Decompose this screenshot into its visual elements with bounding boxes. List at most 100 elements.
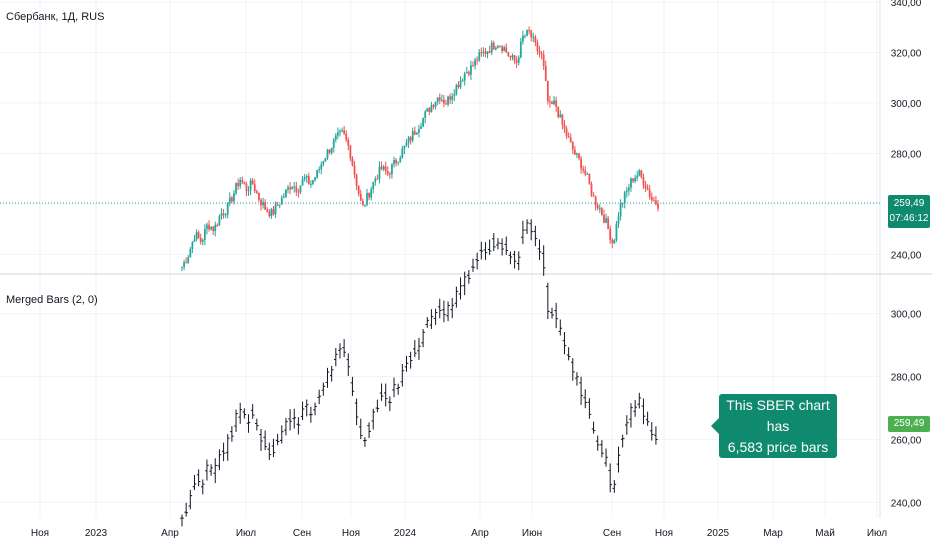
bottom-price-axis[interactable]: 300,00 280,00 260,00 240,00 (891, 310, 922, 510)
candle-body (501, 46, 504, 51)
candle-body (245, 183, 248, 191)
candle-body (183, 262, 185, 268)
candle-body (470, 65, 472, 75)
candle-body (600, 208, 603, 215)
candle-body (299, 185, 302, 193)
candle-body (415, 132, 418, 135)
candle-body (615, 223, 618, 240)
candle-body (459, 80, 462, 88)
candle-body (542, 54, 545, 67)
candle-body (351, 158, 354, 166)
candle-body (588, 173, 591, 184)
candle-body (465, 72, 468, 74)
bottom-pane-title: Merged Bars (2, 0) (6, 294, 98, 306)
candle-body (551, 102, 553, 104)
candle-body (191, 241, 194, 250)
bar-countdown: 07:46:12 (889, 213, 929, 224)
candle-body (571, 141, 574, 150)
candle-body (312, 180, 314, 184)
candle-body (384, 166, 387, 172)
candle-body (332, 139, 335, 148)
candle-body (648, 189, 651, 197)
candle-body (193, 239, 196, 242)
candle-body (197, 232, 200, 238)
candle-body (432, 105, 435, 107)
candle-body (233, 193, 235, 202)
candle-body (443, 99, 445, 104)
candle-body (330, 147, 333, 153)
candle-body (378, 166, 381, 179)
candle-body (255, 191, 258, 193)
candle-body (297, 191, 300, 193)
x-tick-label: Июл (867, 528, 887, 539)
candle-body (274, 204, 277, 215)
candle-body (596, 205, 599, 209)
candle-body (266, 209, 269, 212)
candle-body (453, 94, 456, 97)
candle-body (603, 214, 605, 223)
callout-line-2: 6,583 price bars (727, 438, 829, 455)
top-candles (181, 26, 659, 272)
candle-body (401, 148, 404, 158)
bottom-y-tick-label: 260,00 (891, 435, 922, 446)
candle-body (534, 36, 537, 43)
x-tick-label: 2024 (394, 528, 417, 539)
candle-body (314, 177, 316, 181)
candle-body (605, 218, 607, 223)
candle-body (339, 131, 341, 133)
candle-body (293, 186, 296, 188)
candle-body (386, 171, 389, 174)
candle-body (336, 132, 339, 136)
candle-body (241, 179, 244, 182)
candle-body (307, 176, 310, 184)
candle-body (490, 42, 493, 53)
candle-body (472, 65, 474, 67)
candle-body (497, 46, 499, 48)
candle-body (322, 161, 325, 165)
candle-body (364, 204, 366, 206)
candle-body (613, 239, 616, 244)
candle-body (422, 117, 425, 127)
candle-body (580, 158, 582, 169)
candle-body (513, 55, 516, 61)
candle-body (260, 199, 262, 206)
candle-body (478, 52, 481, 61)
candle-body (210, 226, 213, 230)
time-axis[interactable]: Ноя 2023 Апр Июл Сен Ноя 2024 Апр Июн Сен Ноя 2025 М… (31, 528, 887, 539)
candle-body (359, 193, 362, 201)
candle-body (226, 202, 229, 215)
candle-body (557, 106, 560, 118)
candle-body (374, 178, 377, 182)
candle-body (228, 197, 231, 203)
candle-body (638, 170, 641, 176)
candle-body (285, 189, 287, 197)
candle-body (592, 195, 595, 197)
callout-line-1: This SBER chart has (726, 396, 830, 434)
candle-body (536, 42, 539, 51)
candle-body (634, 177, 637, 182)
candle-body (220, 213, 223, 217)
candle-body (208, 224, 210, 230)
candle-body (569, 137, 572, 142)
candle-body (353, 165, 356, 175)
candle-body (428, 108, 431, 113)
candle-body (328, 149, 331, 153)
x-tick-label: Апр (471, 528, 489, 539)
candle-body (652, 199, 655, 201)
candle-body (509, 56, 512, 58)
bar-count-callout: This SBER chart has 6,583 price bars (711, 394, 837, 458)
candle-body (347, 139, 350, 146)
candle-body (370, 189, 373, 198)
candle-body (276, 204, 279, 206)
candle-body (361, 200, 364, 205)
candle-body (582, 168, 585, 171)
candle-body (590, 183, 593, 196)
candle-body (268, 211, 271, 217)
bottom-last-price: 259,49 (893, 418, 925, 429)
candle-body (278, 204, 281, 206)
x-tick-label: Апр (161, 528, 179, 539)
candle-body (573, 149, 576, 155)
candle-body (521, 35, 524, 42)
candle-body (216, 224, 219, 226)
